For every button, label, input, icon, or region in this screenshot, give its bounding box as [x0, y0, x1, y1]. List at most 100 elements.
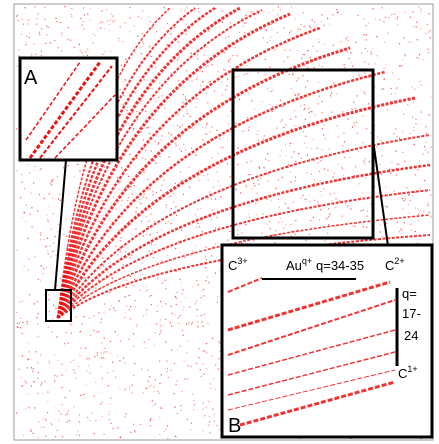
- speck: [82, 297, 83, 298]
- speck: [31, 367, 32, 368]
- speck: [255, 203, 256, 204]
- speck: [201, 321, 202, 322]
- speck: [402, 152, 403, 153]
- speck: [415, 174, 416, 175]
- speck: [399, 231, 400, 232]
- speck: [25, 221, 26, 222]
- speck: [35, 166, 36, 167]
- speck: [298, 28, 299, 29]
- speck: [162, 283, 163, 284]
- speck: [304, 26, 305, 27]
- speck: [62, 404, 63, 405]
- speck: [56, 21, 57, 22]
- speck: [419, 58, 420, 59]
- speck: [208, 179, 209, 180]
- speck: [150, 234, 151, 235]
- speck: [189, 307, 190, 308]
- speck: [24, 380, 25, 381]
- speck: [298, 78, 299, 79]
- speck: [118, 189, 119, 190]
- speck: [52, 331, 53, 332]
- speck: [412, 117, 413, 118]
- speck: [227, 240, 228, 241]
- speck: [42, 273, 43, 274]
- speck: [198, 284, 199, 285]
- speck: [318, 203, 319, 204]
- speck: [31, 431, 32, 432]
- speck: [109, 411, 110, 412]
- speck: [141, 131, 142, 132]
- speck: [281, 119, 282, 120]
- speck: [27, 269, 28, 270]
- speck: [118, 40, 119, 41]
- speck: [121, 237, 122, 238]
- speck: [235, 123, 236, 124]
- speck: [225, 37, 226, 38]
- speck: [415, 123, 416, 124]
- speck: [424, 146, 425, 147]
- speck: [210, 62, 211, 63]
- speck: [148, 127, 149, 128]
- speck: [186, 352, 187, 353]
- speck: [390, 173, 391, 174]
- speck: [162, 135, 163, 136]
- speck: [181, 302, 182, 303]
- speck: [277, 14, 278, 15]
- speck: [98, 280, 99, 281]
- speck: [400, 65, 401, 66]
- speck: [117, 356, 118, 357]
- speck: [74, 176, 75, 177]
- speck: [105, 348, 106, 349]
- speck: [126, 312, 127, 313]
- speck: [101, 342, 102, 343]
- speck: [191, 323, 192, 324]
- speck: [151, 56, 152, 57]
- speck: [29, 37, 30, 38]
- speck: [413, 130, 414, 131]
- speck: [259, 166, 260, 167]
- speck: [28, 343, 29, 344]
- speck: [361, 53, 362, 54]
- speck: [329, 149, 330, 150]
- speck: [238, 147, 239, 148]
- speck: [290, 181, 291, 182]
- speck: [276, 128, 277, 129]
- speck: [348, 40, 349, 41]
- speck: [386, 64, 387, 65]
- speck: [19, 301, 20, 302]
- speck: [124, 317, 125, 318]
- speck: [125, 59, 126, 60]
- speck: [187, 365, 188, 366]
- speck: [301, 58, 302, 59]
- speck: [216, 130, 217, 131]
- speck: [95, 382, 96, 383]
- speck: [420, 81, 421, 82]
- speck: [288, 164, 289, 165]
- ion: C: [385, 258, 394, 273]
- speck: [173, 61, 174, 62]
- speck: [110, 20, 111, 21]
- speck: [73, 406, 74, 407]
- speck: [145, 290, 146, 291]
- speck: [243, 26, 244, 27]
- speck: [88, 365, 89, 366]
- speck: [50, 42, 51, 43]
- speck: [27, 323, 28, 324]
- speck: [225, 89, 226, 90]
- speck: [186, 6, 187, 7]
- speck: [180, 171, 181, 172]
- speck: [98, 312, 99, 313]
- speck: [123, 358, 124, 359]
- speck: [89, 19, 90, 20]
- speck: [97, 352, 98, 353]
- speck: [270, 228, 271, 229]
- speck: [264, 135, 265, 136]
- speck: [215, 199, 216, 200]
- speck: [344, 141, 345, 142]
- speck: [217, 153, 218, 154]
- speck: [410, 17, 411, 18]
- speck: [100, 163, 101, 164]
- speck: [268, 173, 269, 174]
- speck: [410, 224, 411, 225]
- speck: [66, 219, 67, 220]
